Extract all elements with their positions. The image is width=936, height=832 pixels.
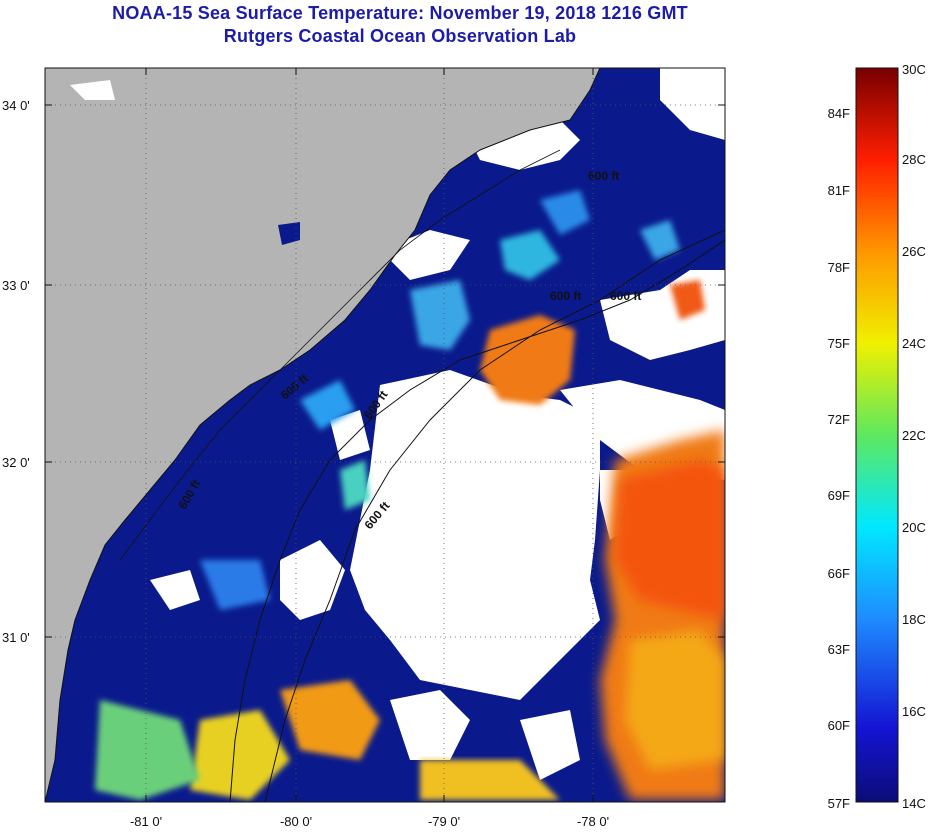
colorbar-celsius-label: 28C [902, 152, 926, 167]
contour-label: 600 ft [550, 289, 581, 303]
colorbar-fahrenheit-label: 66F [828, 566, 850, 581]
contour-label: 600 ft [588, 169, 619, 183]
land-area [45, 68, 600, 802]
colorbar-fahrenheit-label: 69F [828, 488, 850, 503]
isobath-contour-inner [119, 149, 561, 561]
latitude-label: 34 0' [2, 98, 30, 113]
island [70, 80, 115, 100]
map-title: NOAA-15 Sea Surface Temperature: Novembe… [112, 3, 688, 23]
axis-ticks [45, 68, 725, 802]
contour-label: 600 ft [610, 289, 641, 303]
colorbar-fahrenheit-label: 63F [828, 642, 850, 657]
colorbar-celsius-label: 16C [902, 704, 926, 719]
colorbar-celsius-label: 22C [902, 428, 926, 443]
graticule [45, 68, 725, 802]
longitude-label: -78 0' [577, 814, 609, 829]
colorbar-fahrenheit-label: 60F [828, 718, 850, 733]
map-frame [44, 67, 726, 803]
map-subtitle: Rutgers Coastal Ocean Observation Lab [223, 26, 577, 46]
latitude-label: 33 0' [2, 278, 30, 293]
map-panel: 600 ft 600 ft 600 ft 600 ft 600 ft 600 f… [45, 68, 725, 802]
colorbar-celsius-label: 14C [902, 796, 926, 811]
latitude-label: 32 0' [2, 455, 30, 470]
colorbar-fahrenheit-label: 72F [828, 412, 850, 427]
colorbar-celsius-label: 20C [902, 520, 926, 535]
latitude-label: 31 0' [2, 630, 30, 645]
lake [278, 222, 300, 245]
sst-cool-patches [200, 190, 680, 610]
colorbar-fahrenheit-label: 75F [828, 336, 850, 351]
temperature-colorbar: 30C 28C 26C 24C 22C 20C 18C 16C 14C 84F … [828, 62, 926, 811]
colorbar-gradient [855, 67, 899, 803]
longitude-label: -81 0' [130, 814, 162, 829]
isobath-contour-600ft [264, 229, 725, 802]
longitude-label: -79 0' [428, 814, 460, 829]
sst-warm-patches [95, 280, 725, 800]
isobath-contour-shelf [229, 239, 725, 802]
colorbar-celsius-label: 26C [902, 244, 926, 259]
colorbar-celsius-label: 30C [902, 62, 926, 77]
colorbar-fahrenheit-label: 78F [828, 260, 850, 275]
colorbar-celsius-label: 24C [902, 336, 926, 351]
coastline [45, 68, 601, 802]
longitude-label: -80 0' [280, 814, 312, 829]
colorbar-celsius-label: 18C [902, 612, 926, 627]
colorbar-fahrenheit-label: 81F [828, 183, 850, 198]
colorbar-fahrenheit-label: 57F [828, 796, 850, 811]
colorbar-fahrenheit-label: 84F [828, 106, 850, 121]
